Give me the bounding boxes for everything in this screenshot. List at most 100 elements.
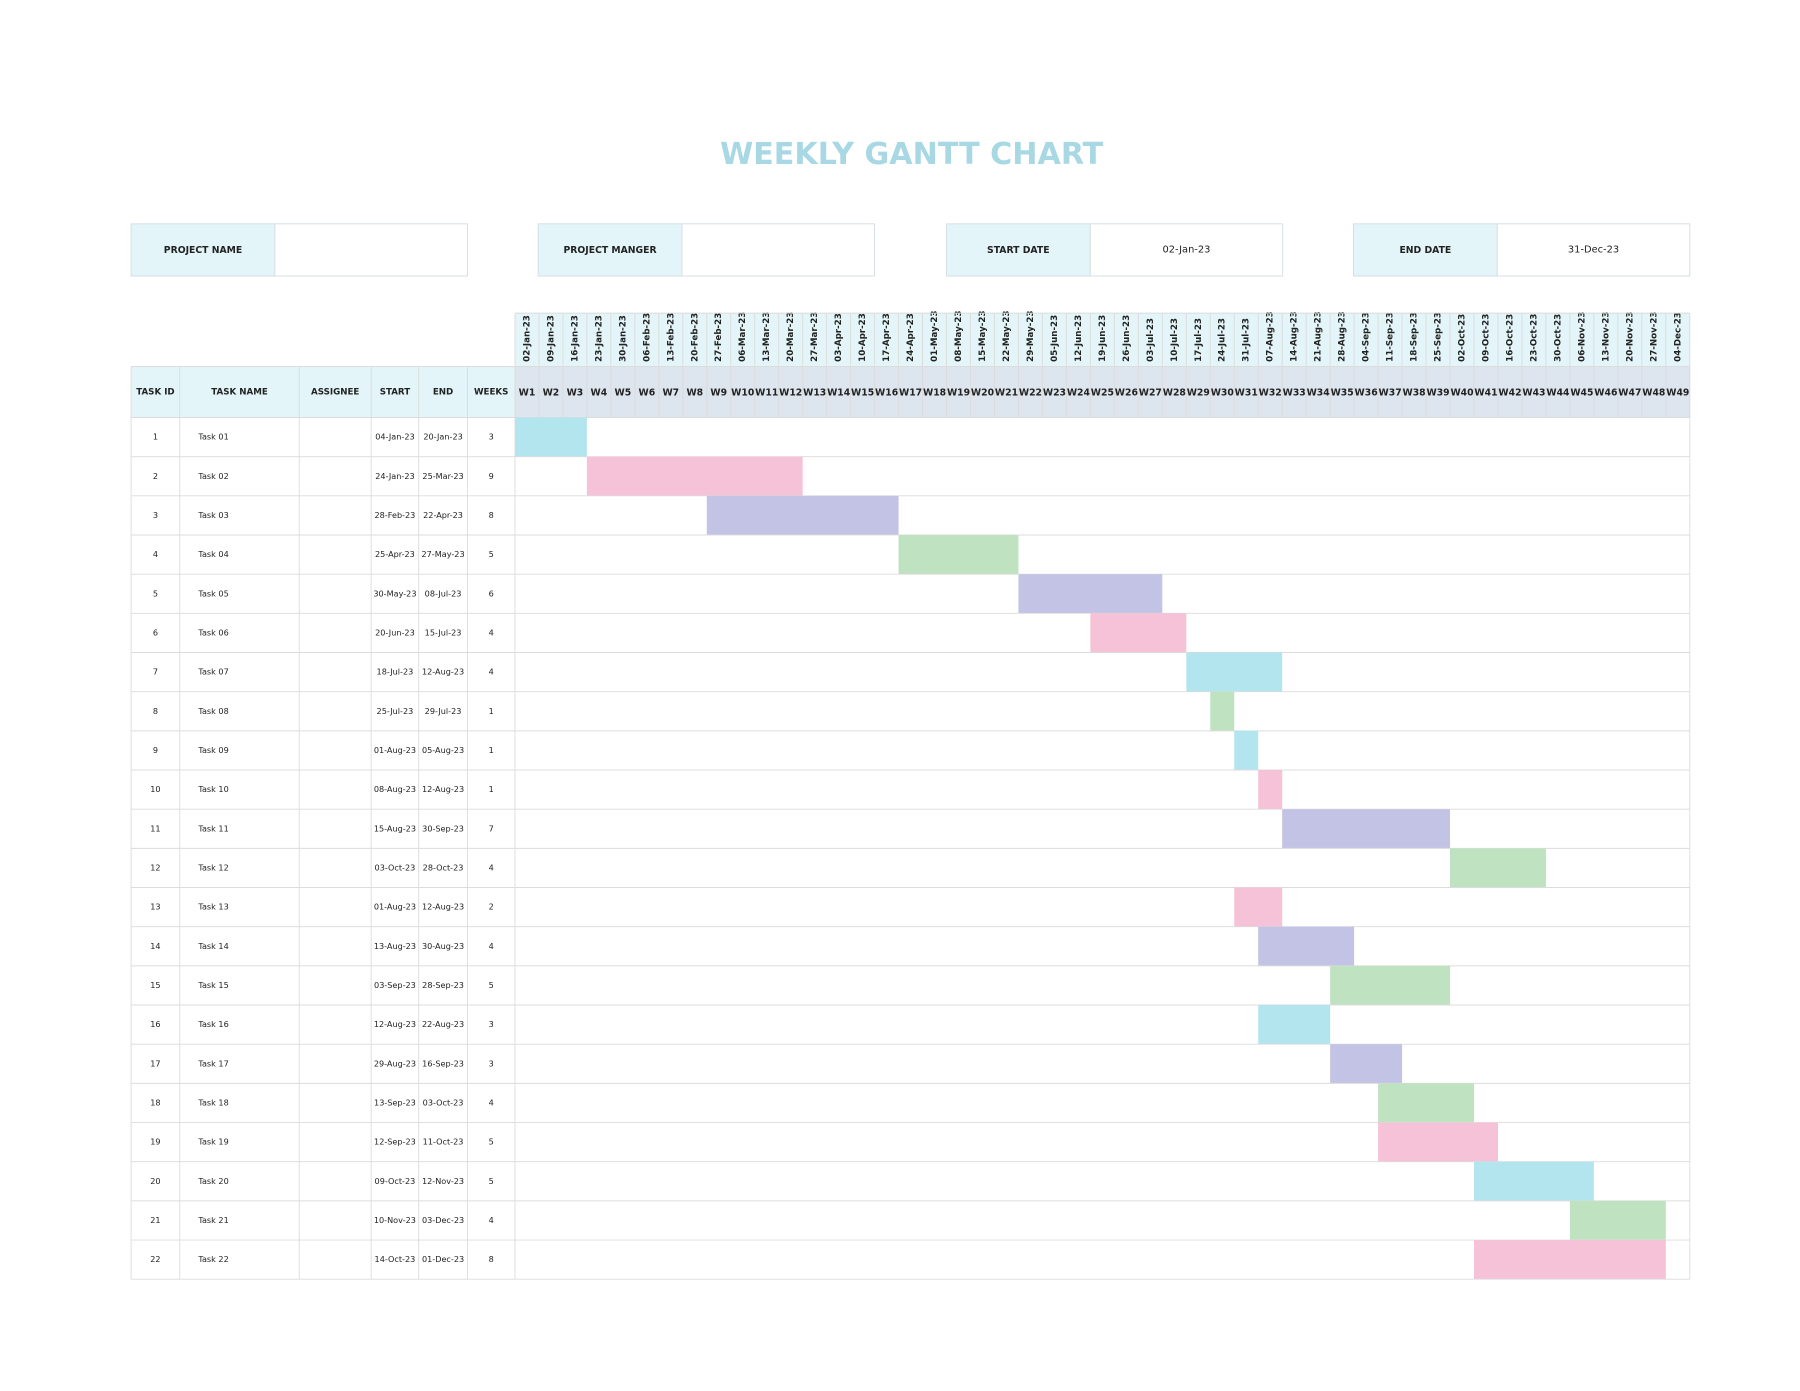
task-weeks: 9 xyxy=(489,471,494,481)
date-header xyxy=(514,313,1690,367)
task-start: 13-Sep-23 xyxy=(374,1097,416,1107)
week-label: W9 xyxy=(710,388,727,399)
task-id: 20 xyxy=(150,1176,160,1186)
week-label: W28 xyxy=(1163,388,1186,399)
task-name: Task 11 xyxy=(197,823,228,833)
task-bar xyxy=(898,535,1019,575)
week-date: 27-Feb-23 xyxy=(714,313,724,362)
week-date: 05-Jun-23 xyxy=(1050,315,1060,362)
task-end: 03-Dec-23 xyxy=(422,1215,464,1225)
task-bar xyxy=(1378,1122,1498,1162)
task-weeks: 4 xyxy=(489,667,494,677)
task-start: 08-Aug-23 xyxy=(374,784,416,794)
week-date: 29-May-23 xyxy=(1026,311,1036,362)
task-id: 21 xyxy=(150,1215,160,1225)
task-start: 04-Jan-23 xyxy=(375,432,414,442)
info-value-cell xyxy=(1089,223,1284,277)
task-end: 12-Aug-23 xyxy=(422,902,464,912)
task-name: Task 13 xyxy=(197,902,228,912)
task-start: 10-Nov-23 xyxy=(374,1215,416,1225)
task-end: 28-Oct-23 xyxy=(423,862,464,872)
week-label: W20 xyxy=(971,388,994,399)
week-date: 13-Mar-23 xyxy=(762,312,772,362)
task-end: 29-Jul-23 xyxy=(425,706,462,716)
week-label: W39 xyxy=(1426,388,1449,399)
week-date: 06-Nov-23 xyxy=(1577,312,1587,362)
week-label: W12 xyxy=(779,388,802,399)
task-end: 12-Aug-23 xyxy=(422,667,464,677)
task-bar xyxy=(1330,1044,1403,1084)
task-name: Task 06 xyxy=(197,627,228,637)
week-label: W29 xyxy=(1187,388,1210,399)
task-name: Task 02 xyxy=(197,471,228,481)
task-weeks: 8 xyxy=(489,510,494,520)
week-label: W48 xyxy=(1642,388,1665,399)
task-name: Task 16 xyxy=(197,1019,228,1029)
week-label: W46 xyxy=(1594,388,1617,399)
task-weeks: 1 xyxy=(489,745,494,755)
task-id: 3 xyxy=(153,510,158,520)
week-date: 04-Dec-23 xyxy=(1673,312,1683,362)
task-id: 5 xyxy=(153,588,158,598)
week-label: W37 xyxy=(1379,388,1402,399)
week-date: 01-May-23 xyxy=(930,311,940,362)
week-date: 27-Mar-23 xyxy=(810,312,820,362)
column-header-label: WEEKS xyxy=(474,387,508,397)
task-name: Task 14 xyxy=(197,941,228,951)
task-name: Task 04 xyxy=(197,549,228,559)
task-name: Task 12 xyxy=(197,862,228,872)
task-end: 12-Nov-23 xyxy=(422,1176,464,1186)
info-label: PROJECT NAME xyxy=(164,245,242,256)
task-id: 18 xyxy=(150,1097,160,1107)
week-date: 09-Jan-23 xyxy=(546,315,556,362)
week-date: 13-Nov-23 xyxy=(1601,312,1611,362)
week-date: 07-Aug-23 xyxy=(1266,311,1276,362)
title: WEEKLY GANTT CHART xyxy=(720,137,1104,172)
week-date: 15-May-23 xyxy=(978,311,988,362)
week-label: W30 xyxy=(1211,388,1234,399)
task-weeks: 3 xyxy=(489,1058,494,1068)
task-start: 13-Aug-23 xyxy=(374,941,416,951)
week-label: W43 xyxy=(1522,388,1545,399)
task-name: Task 22 xyxy=(197,1254,228,1264)
task-bar xyxy=(1474,1240,1666,1280)
week-date: 27-Nov-23 xyxy=(1649,312,1659,362)
task-end: 27-May-23 xyxy=(421,549,464,559)
task-end: 15-Jul-23 xyxy=(425,627,462,637)
info-label-cell xyxy=(537,223,683,277)
task-name: Task 09 xyxy=(197,745,228,755)
week-label: W7 xyxy=(662,388,679,399)
task-bar xyxy=(706,495,899,536)
week-label: W17 xyxy=(899,388,922,399)
week-label: W23 xyxy=(1043,388,1066,399)
week-label: W6 xyxy=(638,388,655,399)
task-id: 12 xyxy=(150,862,160,872)
task-bar xyxy=(1210,691,1235,731)
task-end: 01-Dec-23 xyxy=(422,1254,464,1264)
task-weeks: 2 xyxy=(489,902,494,912)
task-weeks: 4 xyxy=(489,862,494,872)
week-date: 16-Jan-23 xyxy=(570,315,580,362)
week-label: W34 xyxy=(1307,388,1331,399)
week-label: W14 xyxy=(827,388,851,399)
task-id: 14 xyxy=(150,941,160,951)
task-end: 22-Apr-23 xyxy=(423,510,463,520)
info-value: 31-Dec-23 xyxy=(1568,244,1619,255)
column-header-label: TASK NAME xyxy=(211,387,268,397)
week-label: W31 xyxy=(1235,388,1258,399)
week-date: 17-Jul-23 xyxy=(1194,318,1204,362)
info-label-cell xyxy=(1352,223,1498,277)
task-id: 10 xyxy=(150,784,160,794)
info-value-cell xyxy=(681,223,875,277)
week-label: W1 xyxy=(519,388,536,399)
task-name: Task 15 xyxy=(197,980,228,990)
column-header xyxy=(131,366,515,418)
task-end: 20-Jan-23 xyxy=(423,432,462,442)
info-value-cell xyxy=(1496,223,1691,277)
week-date: 11-Sep-23 xyxy=(1386,312,1396,362)
week-date: 24-Apr-23 xyxy=(906,313,916,362)
week-label: W42 xyxy=(1498,388,1521,399)
week-date: 06-Mar-23 xyxy=(738,312,748,362)
task-start: 12-Aug-23 xyxy=(374,1019,416,1029)
week-label: W2 xyxy=(543,388,560,399)
